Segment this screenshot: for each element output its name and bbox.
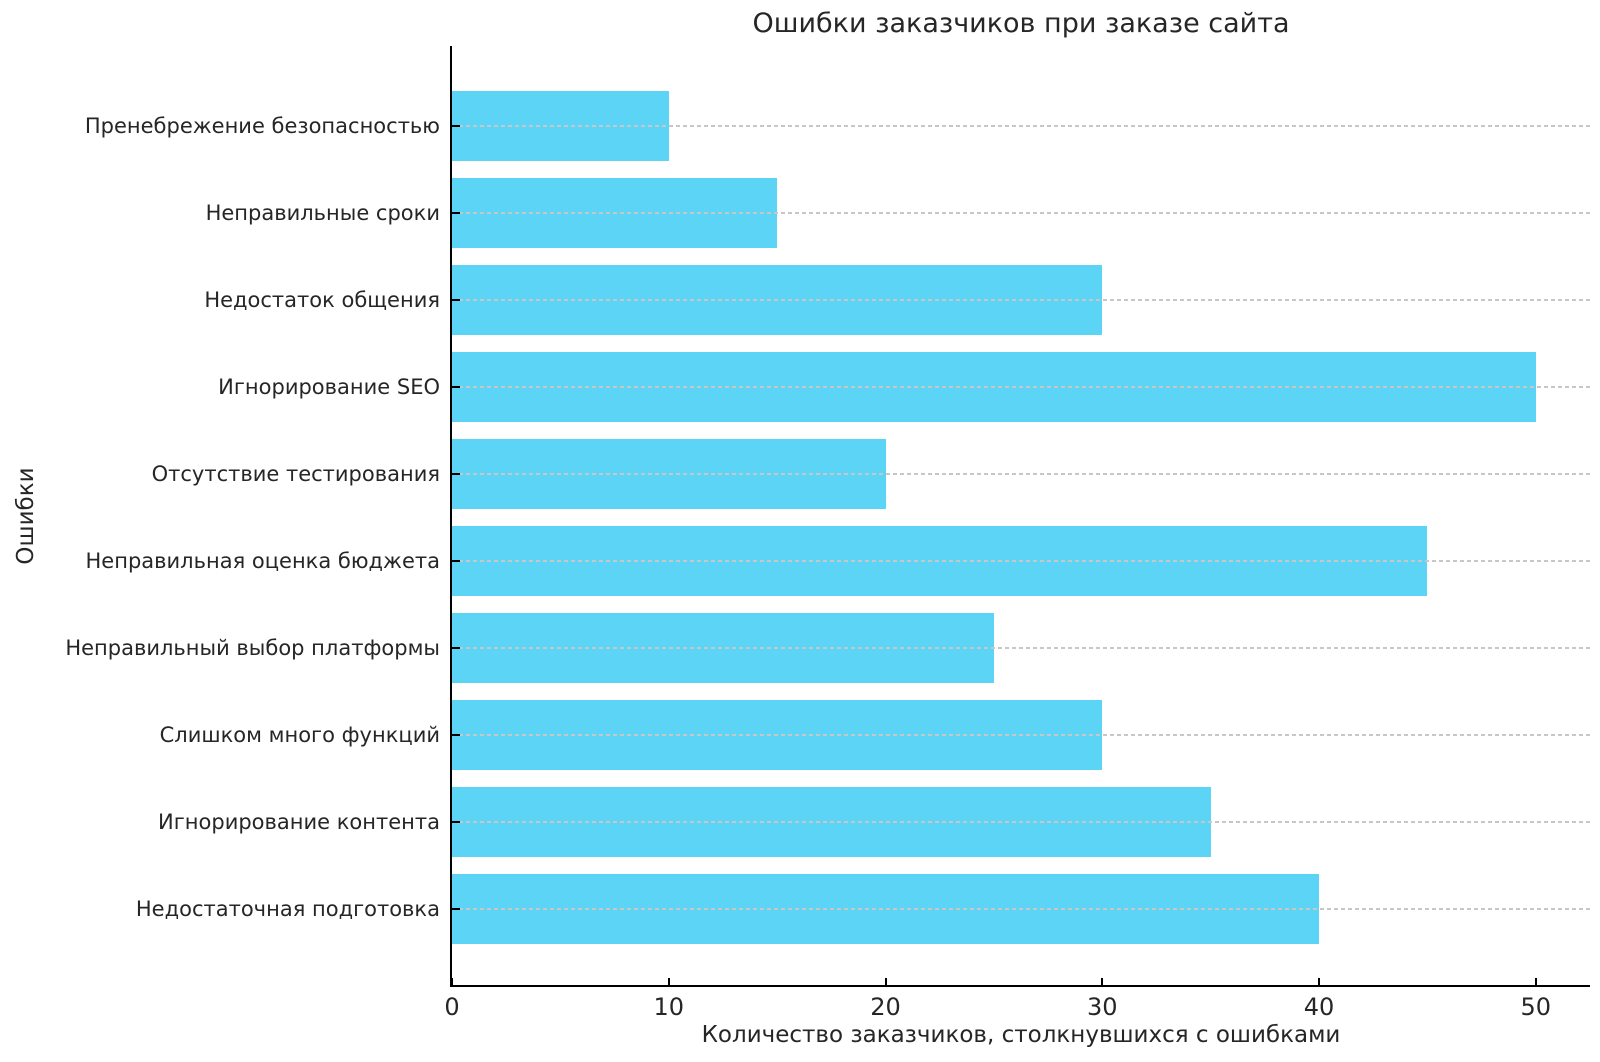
x-tick-label: 30: [1087, 993, 1118, 1021]
y-tick-mark: [452, 560, 460, 562]
y-tick-mark: [452, 473, 460, 475]
category-label: Недостаток общения: [204, 288, 440, 312]
x-tick-mark: [1318, 978, 1321, 986]
gridline: [452, 125, 1590, 127]
left-spine: [450, 46, 452, 987]
gridline: [452, 647, 1590, 649]
y-tick-mark: [452, 908, 460, 910]
gridline: [452, 386, 1590, 388]
x-tick-label: 0: [444, 993, 460, 1021]
category-label: Отсутствие тестирования: [151, 462, 440, 486]
y-tick-mark: [452, 821, 460, 823]
category-label: Неправильная оценка бюджета: [85, 549, 440, 573]
gridline: [452, 560, 1590, 562]
category-label: Игнорирование SEO: [218, 375, 440, 399]
x-tick-mark: [1101, 978, 1104, 986]
x-tick-mark: [451, 978, 453, 986]
category-label: Игнорирование контента: [158, 810, 440, 834]
gridline: [452, 908, 1590, 910]
x-tick-label: 20: [870, 993, 901, 1021]
x-tick-label: 10: [653, 993, 685, 1021]
y-tick-mark: [452, 734, 460, 736]
category-label: Слишком много функций: [159, 723, 440, 747]
y-tick-mark: [452, 125, 460, 127]
category-label: Пренебрежение безопасностью: [84, 114, 440, 138]
category-label: Неправильные сроки: [205, 201, 440, 225]
y-tick-mark: [452, 386, 460, 388]
bottom-spine: [450, 985, 1590, 987]
chart-title: Ошибки заказчиков при заказе сайта: [752, 8, 1290, 39]
category-label: Неправильный выбор платформы: [65, 636, 440, 660]
x-tick-mark: [1534, 978, 1537, 986]
gridline: [452, 473, 1590, 475]
x-tick-label: 50: [1520, 993, 1552, 1021]
y-tick-mark: [452, 647, 460, 649]
y-tick-mark: [452, 212, 460, 214]
gridline: [452, 212, 1590, 214]
y-tick-mark: [452, 299, 460, 301]
x-tick-mark: [884, 978, 887, 986]
plot-area: [451, 46, 1590, 986]
category-label: Недостаточная подготовка: [135, 897, 440, 921]
x-tick-label: 40: [1303, 993, 1335, 1021]
x-axis-label: Количество заказчиков, столкнувшихся с о…: [701, 1022, 1341, 1048]
gridline: [452, 299, 1590, 301]
gridline: [452, 734, 1590, 736]
x-tick-mark: [667, 978, 670, 986]
gridline: [452, 821, 1590, 823]
